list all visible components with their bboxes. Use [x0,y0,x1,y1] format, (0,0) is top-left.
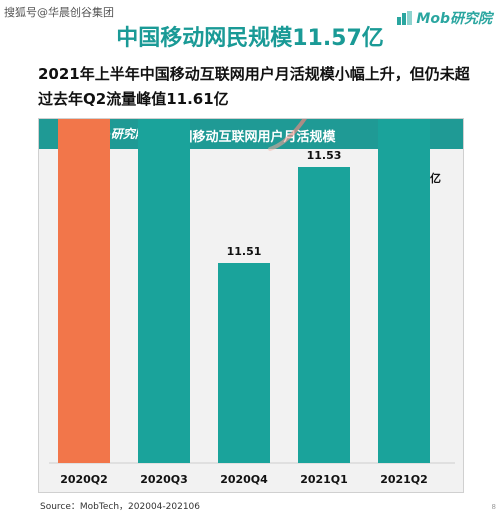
brand-logo: Mob研究院 [397,8,492,28]
value-label-2021Q1: 11.53 [307,149,342,162]
source-note: Source：MobTech，202004-202106 [40,502,201,512]
subtitle-line-2: 过去年Q2流量峰值11.61亿 [38,90,229,108]
category-label-2020Q4: 2020Q4 [220,473,268,486]
bar-2020Q4 [218,263,270,463]
page-number: 8 [491,503,496,511]
category-label-2021Q2: 2021Q2 [380,473,428,486]
bar-2021Q2 [378,119,430,463]
page-title: 中国移动网民规模11.57亿 [116,26,384,51]
category-label-2021Q1: 2021Q1 [300,473,348,486]
mob-logo-icon [397,11,413,25]
watermark: 搜狐号@华晨创谷集团 [4,6,114,19]
bar-2020Q2 [58,119,110,463]
chart-panel: Mob研究院 中国移动互联网用户月活规模 单位：亿 11.612020Q211.… [38,118,464,493]
trend-arrow [268,119,307,151]
bar-chart: 11.612020Q211.542020Q311.512020Q411.5320… [49,119,455,486]
brand-text: Mob研究院 [416,11,492,27]
value-label-2020Q4: 11.51 [227,245,262,258]
bar-2021Q1 [298,167,350,463]
subtitle: 2021年上半年中国移动互联网用户月活规模小幅上升，但仍未超 过去年Q2流量峰值… [38,62,478,112]
subtitle-line-1: 2021年上半年中国移动互联网用户月活规模小幅上升，但仍未超 [38,65,470,83]
category-label-2020Q2: 2020Q2 [60,473,108,486]
category-label-2020Q3: 2020Q3 [140,473,188,486]
bar-2020Q3 [138,119,190,463]
